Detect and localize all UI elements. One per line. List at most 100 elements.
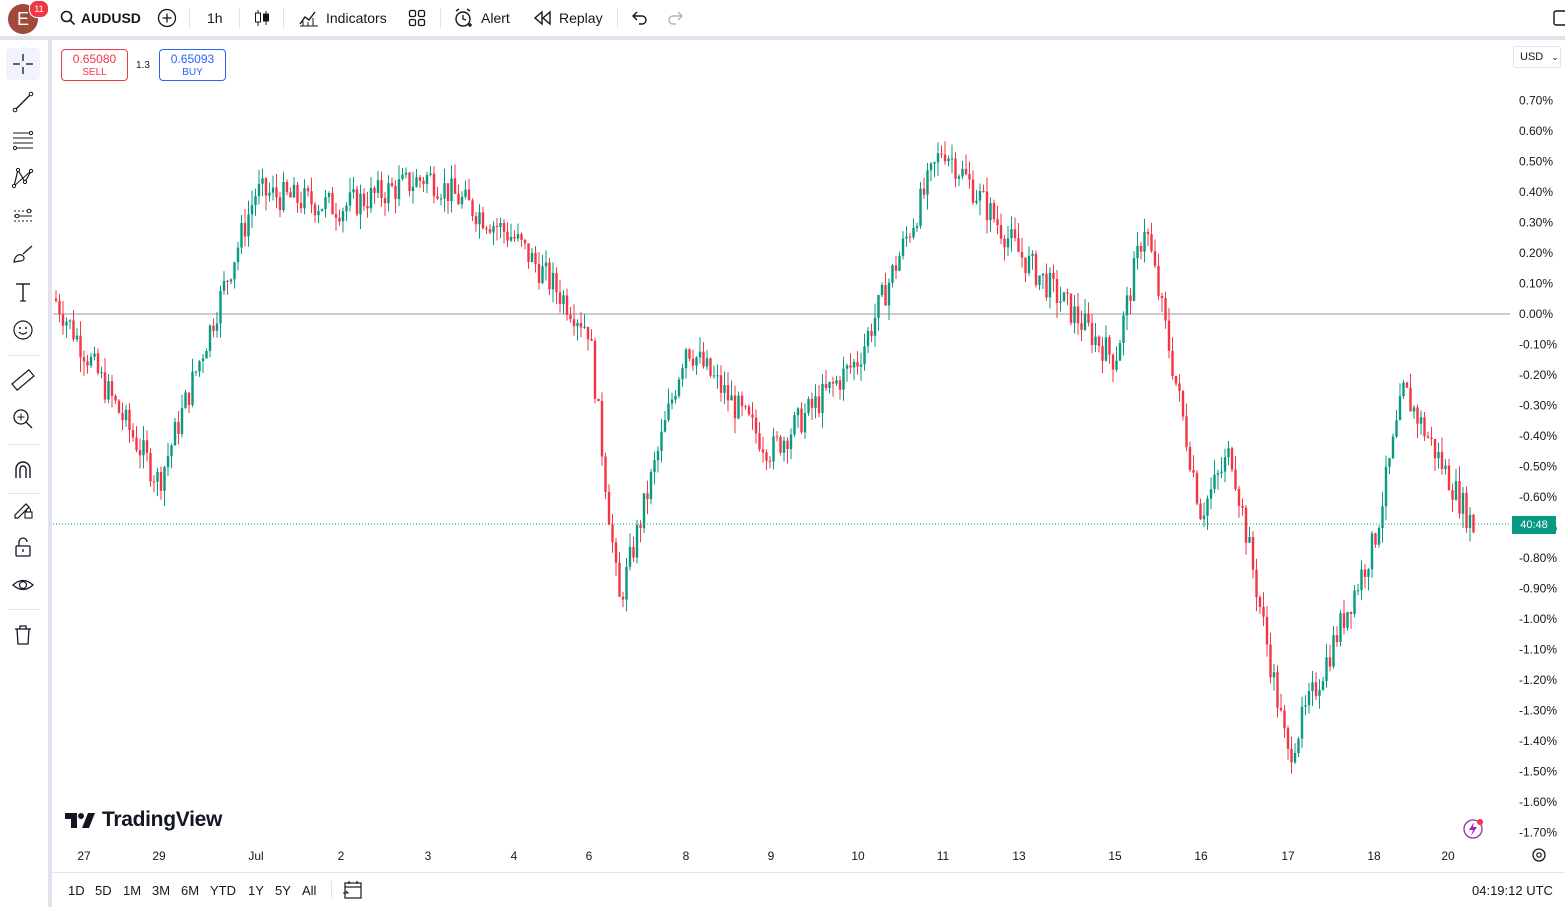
candle-body bbox=[1409, 387, 1412, 412]
magnet-tool[interactable] bbox=[6, 454, 40, 486]
candle-body bbox=[1426, 436, 1430, 438]
x-tick-label: 20 bbox=[1441, 849, 1455, 863]
toolbar-divider bbox=[331, 881, 332, 899]
candle-body bbox=[530, 252, 534, 263]
candle-body bbox=[656, 450, 660, 461]
candle-body bbox=[586, 326, 590, 340]
crosshair-tool[interactable] bbox=[6, 48, 40, 80]
candle-body bbox=[1185, 416, 1188, 447]
ruler-tool[interactable] bbox=[6, 364, 40, 396]
fullscreen-button[interactable] bbox=[1553, 0, 1565, 36]
range-1d[interactable]: 1D bbox=[68, 883, 85, 898]
candle-body bbox=[912, 227, 915, 238]
candle-body bbox=[121, 412, 124, 421]
brush-tool[interactable] bbox=[6, 238, 40, 270]
candle-body bbox=[201, 358, 205, 362]
fib-tool[interactable] bbox=[6, 124, 40, 156]
candle-body bbox=[516, 234, 520, 239]
tradingview-logo[interactable]: TradingView bbox=[64, 808, 222, 832]
alert-button[interactable]: Alert bbox=[453, 0, 510, 36]
candles-icon bbox=[255, 10, 269, 26]
spread-value: 1.3 bbox=[136, 60, 150, 71]
candle-body bbox=[1024, 257, 1027, 274]
replay-button[interactable]: Replay bbox=[534, 0, 603, 36]
candle-body bbox=[730, 395, 733, 401]
candle-body bbox=[1160, 295, 1164, 299]
candle-body bbox=[1454, 481, 1458, 500]
zoom-tool[interactable] bbox=[6, 403, 40, 435]
axis-settings-button[interactable] bbox=[1530, 846, 1550, 866]
text-tool[interactable] bbox=[6, 276, 40, 308]
goto-date-button[interactable] bbox=[342, 880, 364, 905]
candle-body bbox=[369, 187, 373, 209]
range-1y[interactable]: 1Y bbox=[248, 883, 264, 898]
candle-body bbox=[971, 179, 975, 203]
sell-button[interactable]: 0.65080 SELL bbox=[61, 49, 128, 81]
candle-body bbox=[394, 186, 397, 200]
candle-body bbox=[1150, 234, 1153, 252]
candle-body bbox=[401, 174, 404, 180]
range-3m[interactable]: 3M bbox=[152, 883, 171, 898]
candle-body bbox=[1017, 238, 1020, 253]
notification-badge: 11 bbox=[29, 0, 49, 18]
candle-body bbox=[170, 445, 173, 457]
buy-button[interactable]: 0.65093 BUY bbox=[159, 49, 226, 81]
emoji-tool[interactable] bbox=[6, 314, 40, 346]
candle-body bbox=[572, 319, 576, 327]
candle-body bbox=[156, 471, 159, 482]
data-status-button[interactable] bbox=[1462, 818, 1484, 840]
candle-body bbox=[1209, 489, 1213, 499]
redo-button[interactable] bbox=[667, 0, 685, 36]
candle-body bbox=[268, 192, 271, 196]
candle-body bbox=[138, 450, 142, 456]
candle-body bbox=[495, 225, 499, 227]
candle-body bbox=[1349, 611, 1353, 614]
range-5y[interactable]: 5Y bbox=[275, 883, 291, 898]
price-axis: 0.70% 0.60% 0.50% 0.40% 0.30% 0.20% 0.10% 0.00%… bbox=[1519, 94, 1557, 840]
range-all[interactable]: All bbox=[302, 883, 317, 898]
candle-body bbox=[1433, 439, 1437, 459]
candle-body bbox=[1311, 682, 1314, 692]
candle-body bbox=[415, 177, 418, 187]
compare-button[interactable] bbox=[157, 0, 177, 36]
interval-button[interactable]: 1h bbox=[207, 0, 223, 36]
candle-body bbox=[128, 409, 131, 430]
lock-all-tool[interactable] bbox=[6, 531, 40, 563]
candle-body bbox=[698, 351, 702, 358]
pattern-icon bbox=[11, 167, 34, 189]
layouts-button[interactable] bbox=[408, 0, 426, 36]
candle-body bbox=[264, 178, 268, 196]
indicators-button[interactable]: Indicators bbox=[298, 0, 387, 36]
undo-button[interactable] bbox=[630, 0, 648, 36]
candle-body bbox=[551, 272, 555, 290]
hide-drawings-tool[interactable] bbox=[6, 569, 40, 601]
candle-body bbox=[278, 197, 282, 210]
lock-drawing-tool[interactable] bbox=[6, 493, 40, 525]
range-ytd[interactable]: YTD bbox=[210, 883, 236, 898]
trend-line-tool[interactable] bbox=[6, 86, 40, 118]
ruler-icon bbox=[11, 369, 35, 391]
range-5d[interactable]: 5D bbox=[95, 883, 112, 898]
candle-body bbox=[474, 216, 478, 225]
candle-body bbox=[663, 420, 667, 432]
candle-body bbox=[908, 236, 912, 238]
symbol-search[interactable]: AUDUSD bbox=[60, 0, 141, 36]
range-6m[interactable]: 6M bbox=[181, 883, 200, 898]
candle-body bbox=[1262, 606, 1265, 617]
candle-body bbox=[569, 314, 572, 320]
candle-body bbox=[1472, 514, 1475, 533]
candle-body bbox=[534, 252, 537, 265]
currency-selector[interactable]: USD ⌄ bbox=[1513, 46, 1561, 68]
candle-body bbox=[1304, 705, 1307, 707]
candle-body bbox=[1248, 537, 1251, 543]
candle-body bbox=[761, 449, 765, 453]
forecast-tool[interactable] bbox=[6, 200, 40, 232]
utc-clock[interactable]: 04:19:12 UTC bbox=[1472, 883, 1553, 898]
range-1m[interactable]: 1M bbox=[123, 883, 142, 898]
remove-drawings-tool[interactable] bbox=[6, 619, 40, 651]
chart-type-button[interactable] bbox=[253, 0, 271, 36]
pattern-tool[interactable] bbox=[6, 162, 40, 194]
candle-body bbox=[1216, 473, 1220, 475]
crosshair-icon bbox=[13, 54, 33, 74]
